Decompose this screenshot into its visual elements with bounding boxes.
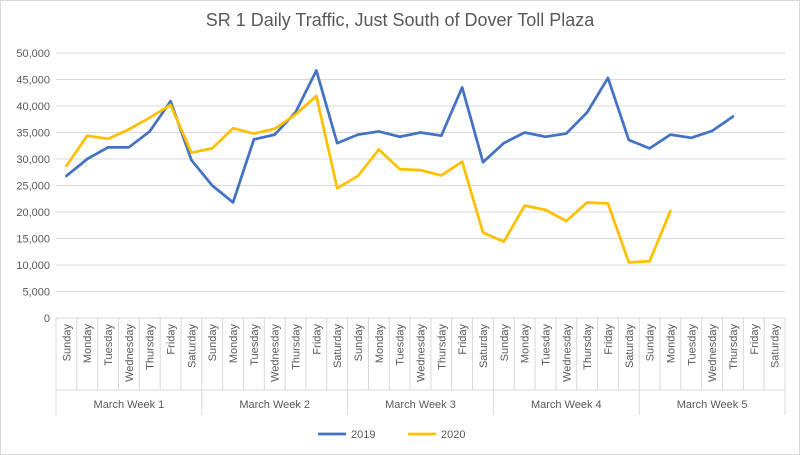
y-tick-label: 5,000 [22,287,50,299]
axes: 0 5,000 10,000 15,000 20,000 25,000 30,000 35,0… [16,48,786,415]
x-tick-label: Thursday [436,324,448,370]
x-tick-label: Sunday [645,324,657,362]
x-tick-label: Monday [228,324,240,364]
x-tick-label: Thursday [582,324,594,370]
x-tick-label: Wednesday [270,324,282,382]
x-tick-label: Tuesday [249,324,261,366]
x-tick-label: Saturday [186,324,198,369]
x-tick-label: Monday [374,324,386,364]
x-tick-label: Wednesday [707,324,719,382]
y-tick-label: 25,000 [16,181,50,193]
series-line [65,69,735,204]
y-tick-label: 50,000 [16,48,50,60]
y-tick-label: 10,000 [16,260,50,272]
x-tick-label: Friday [457,324,469,355]
y-tick-label: 40,000 [16,101,50,113]
x-tick-label: Tuesday [540,324,552,366]
x-tick-label: Sunday [61,324,73,362]
x-tick-label: Sunday [499,324,511,362]
x-tick-label: Tuesday [103,324,115,366]
x-group-label: March Week 1 [94,399,165,411]
x-tick-label: Thursday [291,324,303,370]
x-tick-label: Tuesday [395,324,407,366]
x-tick-label: Friday [603,324,615,355]
x-tick-label: Friday [311,324,323,355]
y-tick-label: 0 [44,313,50,325]
x-tick-label: Thursday [728,324,740,370]
x-tick-label: Friday [166,324,178,355]
x-tick-label: Monday [520,324,532,364]
x-group-label: March Week 2 [239,399,310,411]
series-line [65,94,672,264]
x-tick-label: Sunday [353,324,365,362]
chart-title: SR 1 Daily Traffic, Just South of Dover … [205,10,595,30]
x-tick-label: Tuesday [686,324,698,366]
x-tick-label: Saturday [624,324,636,369]
legend: 2019 2020 [318,429,465,441]
x-group-label: March Week 3 [385,399,456,411]
x-group-label: March Week 5 [677,399,748,411]
x-group-label: March Week 4 [531,399,602,411]
x-tick-label: Saturday [478,324,490,369]
legend-label: 2020 [441,429,465,441]
y-tick-label: 15,000 [16,234,50,246]
x-tick-label: Saturday [770,324,782,369]
x-tick-label: Monday [82,324,94,364]
x-tick-label: Wednesday [561,324,573,382]
x-tick-label: Saturday [332,324,344,369]
gridlines [56,52,785,319]
y-tick-label: 35,000 [16,128,50,140]
x-tick-label: Friday [749,324,761,355]
series-lines [65,69,735,264]
x-tick-label: Wednesday [124,324,136,382]
x-tick-label: Thursday [145,324,157,370]
y-tick-label: 45,000 [16,75,50,87]
x-tick-label: Sunday [207,324,219,362]
x-tick-label: Monday [665,324,677,364]
legend-label: 2019 [351,429,375,441]
y-tick-label: 30,000 [16,154,50,166]
x-tick-label: Wednesday [416,324,428,382]
y-tick-label: 20,000 [16,207,50,219]
